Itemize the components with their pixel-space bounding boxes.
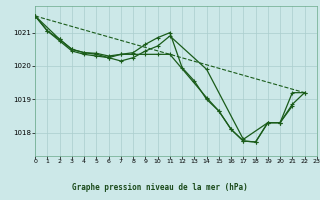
Text: Graphe pression niveau de la mer (hPa): Graphe pression niveau de la mer (hPa) [72, 183, 248, 192]
